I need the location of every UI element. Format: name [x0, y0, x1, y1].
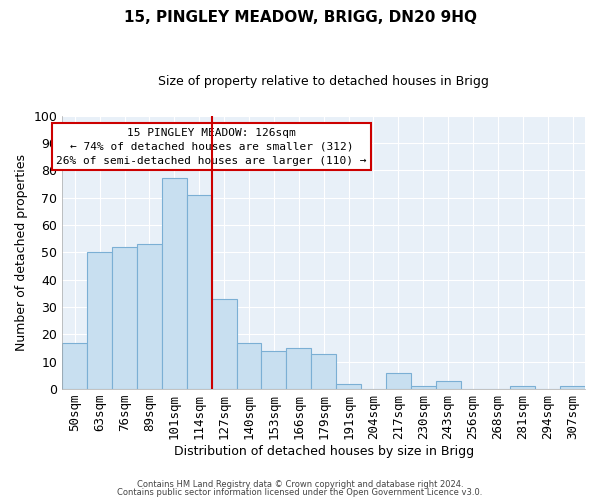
Bar: [386, 372, 411, 389]
Bar: [87, 252, 112, 389]
Bar: [511, 386, 535, 389]
Bar: [62, 342, 87, 389]
Bar: [112, 247, 137, 389]
Bar: [162, 178, 187, 389]
Text: Contains public sector information licensed under the Open Government Licence v3: Contains public sector information licen…: [118, 488, 482, 497]
Text: Contains HM Land Registry data © Crown copyright and database right 2024.: Contains HM Land Registry data © Crown c…: [137, 480, 463, 489]
Bar: [336, 384, 361, 389]
Y-axis label: Number of detached properties: Number of detached properties: [15, 154, 28, 351]
X-axis label: Distribution of detached houses by size in Brigg: Distribution of detached houses by size …: [173, 444, 474, 458]
Bar: [236, 342, 262, 389]
Bar: [262, 351, 286, 389]
Title: Size of property relative to detached houses in Brigg: Size of property relative to detached ho…: [158, 75, 489, 88]
Bar: [560, 386, 585, 389]
Bar: [411, 386, 436, 389]
Text: 15, PINGLEY MEADOW, BRIGG, DN20 9HQ: 15, PINGLEY MEADOW, BRIGG, DN20 9HQ: [124, 10, 476, 25]
Bar: [286, 348, 311, 389]
Bar: [436, 381, 461, 389]
Bar: [187, 195, 212, 389]
Text: 15 PINGLEY MEADOW: 126sqm
← 74% of detached houses are smaller (312)
26% of semi: 15 PINGLEY MEADOW: 126sqm ← 74% of detac…: [56, 128, 367, 166]
Bar: [311, 354, 336, 389]
Bar: [137, 244, 162, 389]
Bar: [212, 299, 236, 389]
